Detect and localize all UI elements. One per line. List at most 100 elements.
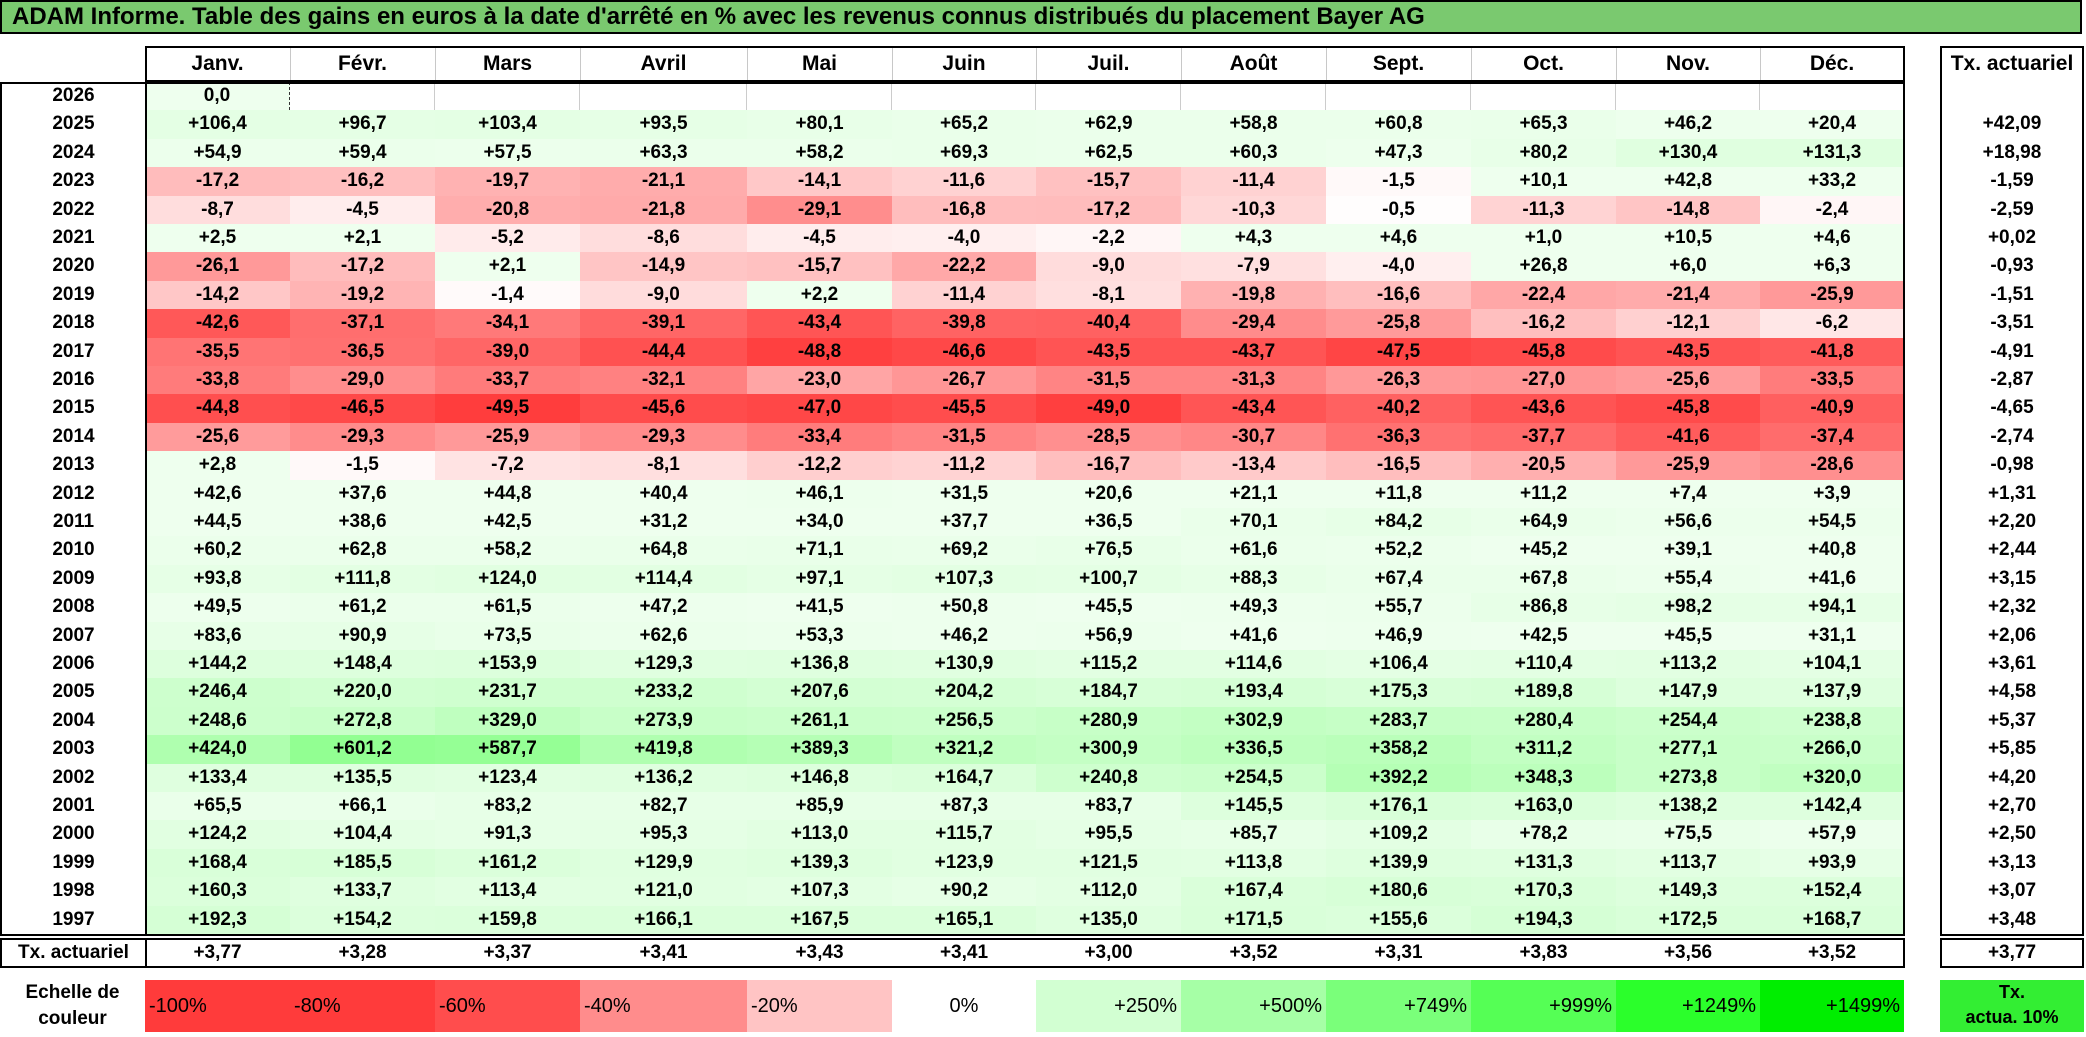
gain-cell: +97,1 <box>747 564 892 594</box>
gain-cell: +45,5 <box>1616 621 1760 650</box>
rate-cell: +5,37 <box>1987 709 2037 731</box>
gain-cell: +6,3 <box>1760 252 1904 281</box>
gain-cell: +171,5 <box>1181 905 1326 934</box>
gain-cell: +38,6 <box>290 508 435 537</box>
gain-cell: +194,3 <box>1471 905 1616 934</box>
gain-cell: +2,5 <box>145 224 290 253</box>
month-header: Mars <box>482 52 533 75</box>
gain-cell: +248,6 <box>145 706 290 736</box>
gain-cell: +155,6 <box>1326 905 1471 934</box>
gain-cell: -4,0 <box>892 224 1036 253</box>
gain-cell: -25,6 <box>145 422 290 452</box>
gain-cell: +41,6 <box>1760 564 1904 594</box>
gain-cell: +168,7 <box>1760 905 1904 934</box>
gain-cell: +65,2 <box>892 110 1036 139</box>
year-label: 2001 <box>52 795 95 816</box>
gain-cell: +90,9 <box>290 621 435 650</box>
gain-cell: +65,3 <box>1471 110 1616 139</box>
gain-cell: -28,5 <box>1036 422 1181 452</box>
summary-rate-cell: +3,41 <box>939 942 989 963</box>
gain-cell: -15,7 <box>1036 167 1181 196</box>
gain-cell: -43,7 <box>1181 337 1326 366</box>
gain-cell: +95,5 <box>1036 820 1181 849</box>
month-header: Nov. <box>1666 52 1710 75</box>
gain-cell: +165,1 <box>892 905 1036 934</box>
gain-cell: +167,4 <box>1181 877 1326 906</box>
gain-cell: +73,5 <box>435 621 580 650</box>
gain-cell: +113,7 <box>1616 848 1760 878</box>
gain-cell: +300,9 <box>1036 735 1181 764</box>
month-header: Avril <box>640 52 687 75</box>
color-scale-label: Echelle de couleur <box>0 980 145 1032</box>
rate-cell: -1,51 <box>1990 283 2034 305</box>
gain-cell: -41,8 <box>1760 337 1904 366</box>
gain-cell: +106,4 <box>145 110 290 139</box>
gain-cell: +130,9 <box>892 650 1036 679</box>
summary-rate-cell: +3,00 <box>1084 942 1133 963</box>
gain-cell: +142,4 <box>1760 792 1904 821</box>
gain-cell: +85,7 <box>1181 820 1326 849</box>
gain-cell: -43,6 <box>1471 394 1616 423</box>
year-label: 2026 <box>52 85 95 106</box>
gain-cell: +53,3 <box>747 621 892 650</box>
gain-cell: +139,3 <box>747 848 892 878</box>
gain-cell: +114,4 <box>580 564 747 594</box>
gain-cell: -49,5 <box>435 394 580 423</box>
rate-cell: -3,51 <box>1990 312 2034 334</box>
rate-cell: -4,65 <box>1990 397 2034 419</box>
gain-cell: +34,0 <box>747 508 892 537</box>
gain-cell: +55,7 <box>1326 593 1471 622</box>
gain-cell: -14,1 <box>747 167 892 196</box>
gain-cell: -19,8 <box>1181 280 1326 310</box>
gain-cell: +64,9 <box>1471 508 1616 537</box>
rate-cell: +1,31 <box>1987 482 2037 504</box>
gain-cell: -9,0 <box>580 280 747 310</box>
gain-cell: +231,7 <box>435 678 580 707</box>
gain-cell: +175,3 <box>1326 678 1471 707</box>
gain-cell: +277,1 <box>1616 735 1760 764</box>
month-header: Déc. <box>1809 52 1855 75</box>
gain-cell: +41,6 <box>1181 621 1326 650</box>
gain-cell: +136,8 <box>747 650 892 679</box>
gain-cell: +136,2 <box>580 763 747 792</box>
gain-cell: -12,1 <box>1616 309 1760 338</box>
column-divider <box>1181 46 1182 82</box>
rate-cell: +3,15 <box>1987 567 2037 589</box>
rate-cell: +18,98 <box>1982 141 2042 163</box>
gain-cell: +302,9 <box>1181 706 1326 736</box>
year-label: 2012 <box>52 482 95 504</box>
gain-cell: -8,1 <box>1036 280 1181 310</box>
gain-cell <box>1181 82 1326 111</box>
gain-cell: +98,2 <box>1616 593 1760 622</box>
gain-cell: +1,0 <box>1471 224 1616 253</box>
gain-cell <box>580 82 747 111</box>
gain-cell: +135,0 <box>1036 905 1181 934</box>
gain-cell <box>1471 82 1616 111</box>
gain-cell: -14,9 <box>580 252 747 281</box>
color-scale-step: +500% <box>1181 980 1326 1032</box>
summary-rate-cell: +3,52 <box>1229 942 1278 963</box>
gain-cell: +123,9 <box>892 848 1036 878</box>
gain-cell: +37,6 <box>290 479 435 508</box>
year-label: 2013 <box>52 454 95 476</box>
gain-cell: -21,4 <box>1616 280 1760 310</box>
gain-cell: +42,8 <box>1616 167 1760 196</box>
gain-cell: +20,4 <box>1760 110 1904 139</box>
gain-cell: -0,5 <box>1326 195 1471 224</box>
gain-cell: +283,7 <box>1326 706 1471 736</box>
gain-cell: -29,3 <box>290 422 435 452</box>
gain-cell: +238,8 <box>1760 706 1904 736</box>
year-label: 2009 <box>52 567 95 589</box>
gain-cell: +389,3 <box>747 735 892 764</box>
gain-cell: -37,1 <box>290 309 435 338</box>
rate-color-box-line: actua. 10% <box>1965 1007 2059 1027</box>
column-divider <box>747 46 748 82</box>
gain-cell: +103,4 <box>435 110 580 139</box>
gain-cell: +57,5 <box>435 138 580 168</box>
gain-cell: +280,9 <box>1036 706 1181 736</box>
rate-cell: +42,09 <box>1982 113 2042 135</box>
gain-cell: +185,5 <box>290 848 435 878</box>
gain-cell: -25,8 <box>1326 309 1471 338</box>
year-label: 2008 <box>52 596 95 618</box>
gain-cell: -22,4 <box>1471 280 1616 310</box>
